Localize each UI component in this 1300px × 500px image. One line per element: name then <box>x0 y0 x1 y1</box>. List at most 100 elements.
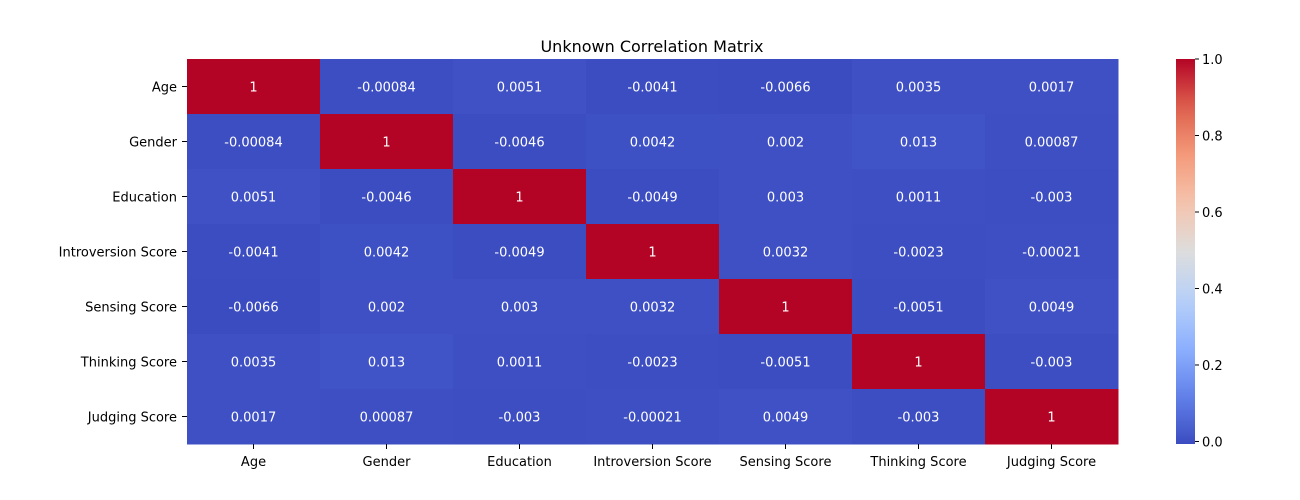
heatmap-cell <box>320 224 454 280</box>
cell-annotation: -0.0046 <box>494 136 544 151</box>
heatmap-cell <box>453 59 587 115</box>
heatmap-cell <box>586 224 720 280</box>
cell-annotation: 0.0011 <box>896 191 942 206</box>
cell-annotation: -0.00084 <box>224 136 282 151</box>
cell-annotation: 0.0042 <box>630 136 676 151</box>
heatmap-cell <box>852 279 986 335</box>
heatmap-cells <box>187 59 1119 445</box>
x-tick-label: Sensing Score <box>740 455 832 470</box>
cell-annotation: 0.002 <box>767 136 804 151</box>
heatmap-cell <box>719 59 853 115</box>
heatmap-cell <box>852 169 986 225</box>
x-axis: Age Gender Education Introversion Score Sens… <box>241 444 1096 470</box>
colorbar: 0.0 0.2 0.4 0.6 0.8 1.0 <box>1176 53 1223 450</box>
cell-annotation: 1 <box>648 246 656 261</box>
cell-annotation: 0.013 <box>900 136 937 151</box>
heatmap-cell <box>852 59 986 115</box>
cell-annotation: 0.002 <box>368 301 405 316</box>
cell-annotation: 1 <box>781 301 789 316</box>
heatmap-cell <box>453 334 587 390</box>
heatmap-cell <box>586 389 720 445</box>
heatmap-cell <box>985 59 1119 115</box>
cell-annotation: 0.00087 <box>360 411 414 426</box>
cell-annotation: -0.0049 <box>627 191 677 206</box>
chart-title: Unknown Correlation Matrix <box>540 37 763 56</box>
heatmap-cell <box>719 114 853 170</box>
heatmap-cell <box>586 169 720 225</box>
colorbar-gradient <box>1176 59 1195 444</box>
cell-annotation: 1 <box>1047 411 1055 426</box>
cell-annotation: 0.0017 <box>231 411 277 426</box>
heatmap-cell <box>320 59 454 115</box>
heatmap-cell <box>852 114 986 170</box>
y-tick-label: Introversion Score <box>59 246 177 261</box>
heatmap-cell <box>719 169 853 225</box>
x-tick-label: Age <box>241 455 266 470</box>
heatmap-cell <box>453 169 587 225</box>
cell-annotation: -0.0049 <box>494 246 544 261</box>
cell-annotation: 0.013 <box>368 356 405 371</box>
heatmap-cell <box>187 279 321 335</box>
y-tick-label: Education <box>112 191 177 206</box>
y-tick-label: Gender <box>129 136 178 151</box>
colorbar-tick-label: 1.0 <box>1202 53 1223 68</box>
x-tick-label: Judging Score <box>1006 455 1096 470</box>
cell-annotation: 0.0035 <box>231 356 277 371</box>
cell-annotation: -0.0066 <box>228 301 278 316</box>
cell-annotation: 0.003 <box>767 191 804 206</box>
x-tick-label: Gender <box>363 455 412 470</box>
y-tick-label: Judging Score <box>87 411 177 426</box>
y-tick-label: Thinking Score <box>80 356 177 371</box>
cell-annotation: -0.003 <box>1031 191 1073 206</box>
heatmap-cell <box>320 169 454 225</box>
heatmap-cell <box>985 389 1119 445</box>
heatmap-cell <box>985 279 1119 335</box>
cell-annotation: -0.0051 <box>893 301 943 316</box>
cell-annotation: 0.0042 <box>364 246 410 261</box>
heatmap-cell <box>586 279 720 335</box>
heatmap-cell <box>852 389 986 445</box>
heatmap-cell <box>586 114 720 170</box>
heatmap-cell <box>719 279 853 335</box>
cell-annotation: 0.0051 <box>231 191 277 206</box>
cell-annotation: -0.0041 <box>228 246 278 261</box>
cell-annotation: -0.003 <box>898 411 940 426</box>
heatmap-cell <box>985 169 1119 225</box>
cell-annotation: -0.0023 <box>893 246 943 261</box>
cell-annotation: -0.0023 <box>627 356 677 371</box>
cell-annotation: 0.00087 <box>1025 136 1079 151</box>
cell-annotation: 1 <box>914 356 922 371</box>
cell-annotation: -0.003 <box>1031 356 1073 371</box>
heatmap-cell <box>187 114 321 170</box>
colorbar-tick-label: 0.8 <box>1202 129 1223 144</box>
cell-annotation: -0.0046 <box>361 191 411 206</box>
heatmap-cell <box>187 224 321 280</box>
heatmap-cell <box>719 334 853 390</box>
heatmap-cell <box>187 59 321 115</box>
colorbar-tick-label: 0.4 <box>1202 282 1223 297</box>
colorbar-tick-label: 0.0 <box>1202 435 1223 450</box>
cell-annotation: -0.0066 <box>760 81 810 96</box>
heatmap-cell <box>852 224 986 280</box>
cell-annotation: 1 <box>249 81 257 96</box>
cell-annotations: 1 -0.00084 0.0051 -0.0041 -0.0066 0.0035 0.001… <box>224 81 1080 426</box>
y-tick-label: Sensing Score <box>85 301 177 316</box>
cell-annotation: 0.0049 <box>1029 301 1075 316</box>
cell-annotation: -0.00084 <box>357 81 415 96</box>
cell-annotation: 0.0011 <box>497 356 543 371</box>
y-axis: Age Gender Education Introversion Score Sens… <box>59 81 187 426</box>
heatmap-cell <box>586 59 720 115</box>
heatmap-cell <box>453 224 587 280</box>
cell-annotation: 1 <box>382 136 390 151</box>
cell-annotation: 0.0032 <box>630 301 676 316</box>
cell-annotation: 0.0051 <box>497 81 543 96</box>
heatmap-cell <box>320 389 454 445</box>
cell-annotation: -0.0051 <box>760 356 810 371</box>
cell-annotation: -0.00021 <box>623 411 681 426</box>
heatmap-cell <box>453 114 587 170</box>
cell-annotation: -0.00021 <box>1022 246 1080 261</box>
heatmap-cell <box>187 389 321 445</box>
x-tick-label: Thinking Score <box>869 455 966 470</box>
cell-annotation: 0.0032 <box>763 246 809 261</box>
